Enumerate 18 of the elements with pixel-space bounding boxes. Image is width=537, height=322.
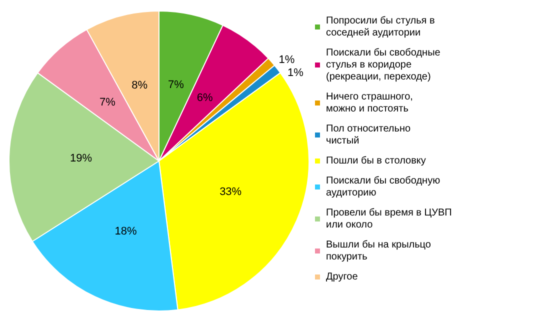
data-label: 7%: [99, 96, 116, 108]
data-label: 1%: [278, 54, 295, 66]
data-label: 8%: [132, 79, 148, 92]
data-label: 33%: [220, 186, 242, 198]
legend-label: Поискали бы свободные стулья в коридоре (рекреации, переходе): [326, 48, 444, 82]
legend-label: Ничего страшного, можно и постоять: [326, 92, 416, 114]
legend-label: Поискали бы свободную аудиторию: [326, 176, 443, 198]
legend-label: Другое: [326, 272, 358, 282]
legend-label: Провели бы время в ЦУВП или около: [326, 208, 455, 230]
data-label: 7%: [168, 78, 184, 91]
data-label: 1%: [288, 66, 304, 79]
legend-label: Вышли бы на крыльцо покурить: [326, 240, 434, 262]
data-label: 6%: [196, 92, 214, 104]
data-label: 19%: [70, 152, 92, 165]
data-label: 18%: [114, 226, 138, 238]
legend-label: Попросили бы стулья в соседней аудитории: [326, 16, 438, 38]
legend-label: Пошли бы в столовку: [326, 156, 426, 166]
legend-label: Пол относительно чистый: [326, 124, 414, 146]
